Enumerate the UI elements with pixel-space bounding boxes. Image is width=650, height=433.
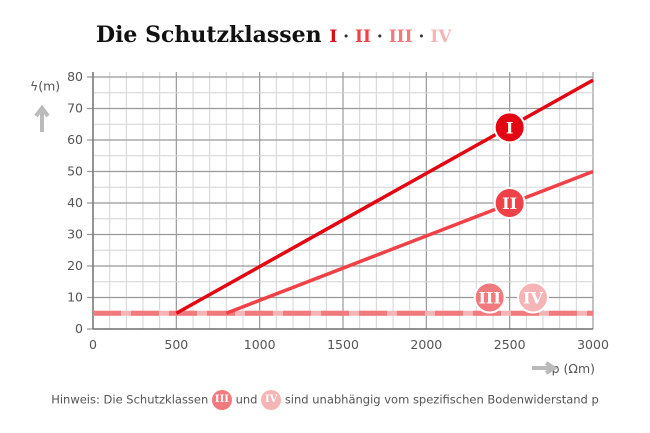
title-separator: · xyxy=(337,27,356,47)
title-text: Die Schutzklassen xyxy=(96,22,322,48)
series-label-iii: III xyxy=(478,289,500,308)
y-tick-label: 10 xyxy=(67,290,83,305)
y-tick-label: 50 xyxy=(67,164,83,179)
y-arrow-icon xyxy=(34,104,50,132)
y-tick-label: 60 xyxy=(67,132,83,147)
title-separator: · xyxy=(412,27,431,47)
x-tick-label: 1500 xyxy=(327,337,359,352)
title-class-iii: III xyxy=(388,27,413,47)
series-marker-iv xyxy=(517,281,549,314)
y-tick-label: 30 xyxy=(67,227,83,242)
title-class-iv: IV xyxy=(430,27,452,47)
y-tick-label: 80 xyxy=(67,69,83,84)
x-tick-label: 500 xyxy=(164,337,188,352)
series-label-iv: IV xyxy=(523,289,543,308)
x-tick-label: 0 xyxy=(89,337,97,352)
note-suffix: sind unabhängig vom spezifischen Bodenwi… xyxy=(284,392,599,407)
note-prefix: Hinweis: Die Schutzklassen xyxy=(51,392,209,407)
series-marker-i xyxy=(493,111,526,144)
x-tick-label: 3000 xyxy=(577,337,609,352)
footnote: Hinweis: Die Schutzklassen III und IV si… xyxy=(0,390,650,410)
title-separator: · xyxy=(370,27,389,47)
x-arrow-icon xyxy=(532,361,558,375)
series-label-i: I xyxy=(506,118,513,137)
y-tick-label: 20 xyxy=(67,258,83,273)
series-label-ii: II xyxy=(502,194,517,213)
y-tick-label: 70 xyxy=(67,101,83,116)
series-marker-iii xyxy=(473,281,506,314)
series-line-i xyxy=(175,78,594,315)
x-tick-label: 1000 xyxy=(244,337,276,352)
series-marker-ii xyxy=(493,187,526,219)
badge-iv: IV xyxy=(261,390,282,410)
y-tick-label: 0 xyxy=(75,321,83,336)
x-tick-label: 2500 xyxy=(494,337,526,352)
badge-iii: III xyxy=(211,390,232,410)
title-class-ii: II xyxy=(355,27,371,47)
y-axis-label: ϟ(m) xyxy=(30,78,60,93)
x-axis-label: p (Ωm) xyxy=(552,361,595,376)
series-line-ii xyxy=(225,169,594,315)
chart-title: Die Schutzklassen I · II · III · IV xyxy=(96,22,451,48)
note-middle: und xyxy=(235,392,258,407)
title-class-i: I xyxy=(329,27,338,47)
y-tick-label: 40 xyxy=(67,195,83,210)
x-tick-label: 2000 xyxy=(410,337,442,352)
